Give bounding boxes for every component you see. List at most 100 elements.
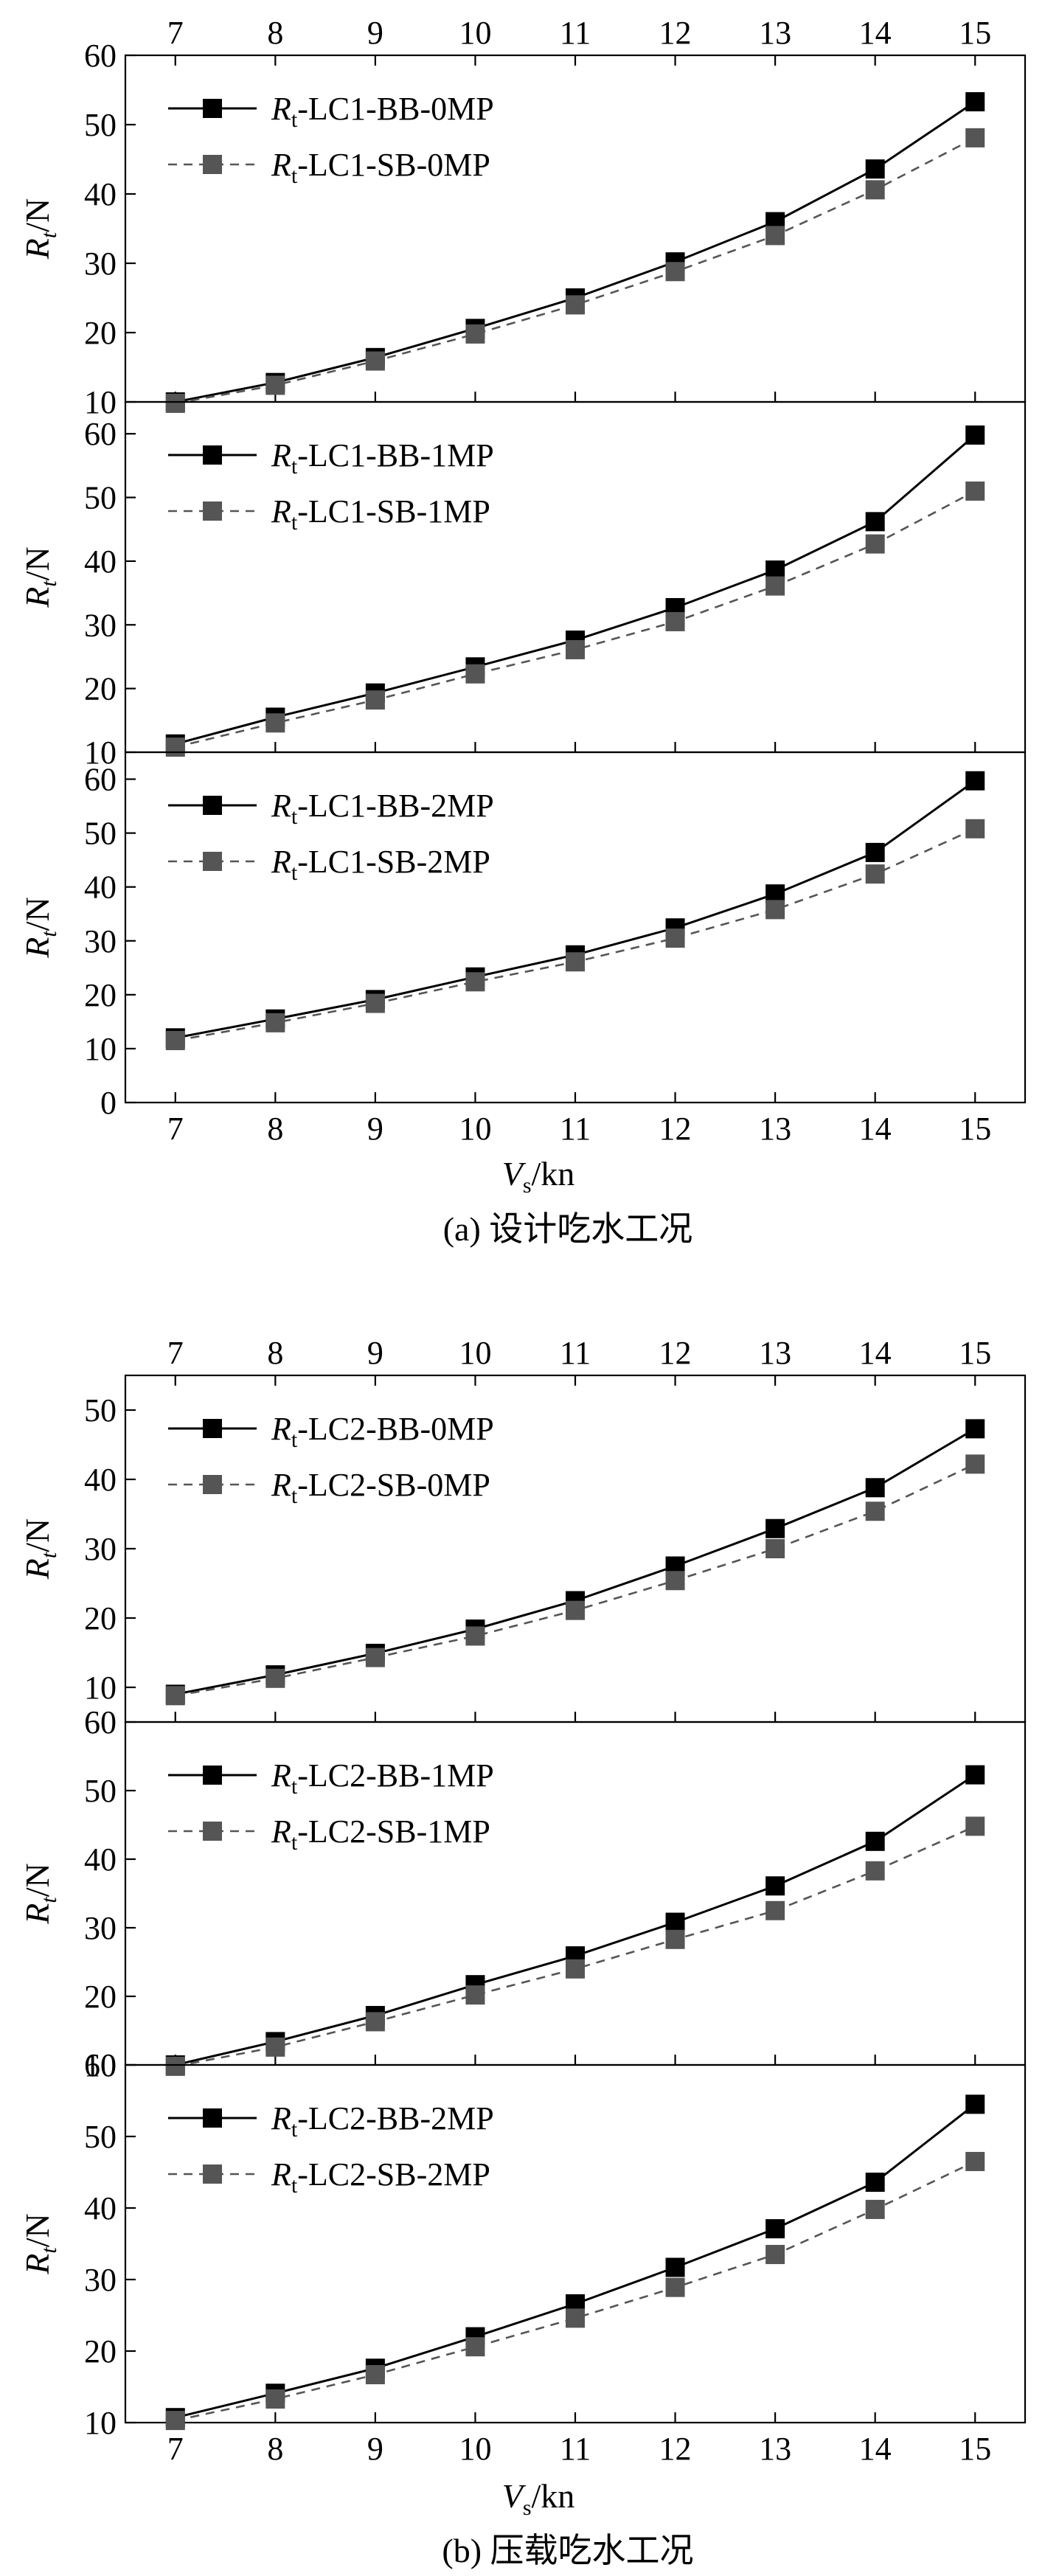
x-tick-label-b3: 13 [759,2431,791,2467]
data-point-sb-b1 [965,1454,985,1474]
x-tick-label-top-b1: 13 [759,1335,791,1371]
data-point-bb-b2 [665,1912,685,1932]
data-point-sb-a1 [365,351,385,371]
x-tick-label-a3: 7 [167,1111,184,1147]
data-point-sb-a1 [566,295,585,315]
x-tick-label-top-b1: 9 [367,1335,383,1371]
plot-frame-a2 [124,400,1027,754]
legend-marker-bb-a1 [203,99,222,118]
plot-frame-b1 [124,1374,1027,1723]
legend-marker-bb-b2 [203,1766,222,1785]
data-point-sb-b3 [665,2277,685,2297]
plot-frame-a1 [124,54,1027,403]
x-tick-label-a3: 15 [959,1111,991,1147]
data-point-sb-b2 [765,1900,785,1920]
x-tick-label-b3: 8 [267,2431,283,2467]
x-tick-label-b3: 14 [859,2431,892,2467]
y-tick-label-a1: 30 [84,246,117,282]
data-point-sb-a1 [765,226,785,246]
data-point-sb-a2 [265,713,285,733]
x-tick-label-top-b1: 7 [167,1335,184,1371]
x-tick-label-top-a1: 11 [560,15,591,51]
x-tick-label-b3: 7 [167,2431,184,2467]
data-point-bb-a1 [965,91,985,111]
x-tick-label-b3: 15 [959,2431,991,2467]
data-point-sb-b2 [865,1861,885,1881]
data-point-sb-a3 [365,993,385,1013]
data-point-sb-a2 [665,611,685,631]
data-point-sb-b1 [865,1501,885,1521]
data-point-sb-b3 [365,2365,385,2385]
y-tick-label-a2: 20 [84,671,117,707]
x-tick-label-a3: 12 [659,1111,692,1147]
data-point-sb-b1 [566,1600,585,1620]
legend-marker-sb-b1 [203,1475,222,1494]
data-point-sb-b2 [265,2037,285,2057]
x-tick-label-a3: 10 [459,1111,491,1147]
data-point-sb-b2 [165,2056,185,2076]
y-tick-label-b2: 30 [84,1910,117,1946]
y-tick-label-a3: 60 [84,762,117,798]
data-point-sb-a1 [865,180,885,200]
data-point-bb-b3 [865,2173,885,2193]
y-tick-label-a3: 40 [84,869,117,906]
legend-label-bb-b2: Rt-LC2-BB-1MP [271,1757,494,1799]
data-point-bb-b2 [865,1831,885,1851]
y-tick-label-b3: 40 [84,2190,117,2226]
y-tick-label-a2: 50 [84,480,117,516]
data-point-sb-b1 [465,1626,485,1646]
y-tick-label-b3: 50 [84,2119,117,2155]
data-point-sb-a1 [665,262,685,282]
x-tick-label-top-a1: 13 [759,15,791,51]
data-point-bb-a3 [965,771,985,791]
x-tick-label-b3: 11 [560,2431,591,2467]
x-tick-label-a3: 9 [367,1111,383,1147]
y-tick-label-a3: 20 [84,977,117,1013]
data-point-bb-a2 [965,425,985,445]
y-tick-label-a3: 10 [84,1031,117,1067]
x-tick-label-top-b1: 12 [659,1335,692,1371]
data-point-bb-b2 [965,1765,985,1785]
data-point-bb-b1 [865,1478,885,1498]
data-point-sb-a2 [566,639,585,659]
plot-frame-b3 [124,2063,1027,2424]
legend-label-bb-a1: Rt-LC1-BB-0MP [271,91,494,132]
x-tick-label-top-a1: 10 [459,15,491,51]
x-tick-label-top-a1: 14 [859,15,892,51]
data-point-bb-b3 [665,2257,685,2277]
data-point-sb-a1 [165,393,185,413]
data-point-sb-a3 [465,972,485,992]
legend-label-bb-a2: Rt-LC1-BB-1MP [271,437,494,479]
data-point-sb-a3 [566,952,585,972]
x-axis-label-b: Vs/kn [502,2477,575,2520]
legend-marker-bb-b3 [203,2108,222,2128]
caption-b: (b) 压载吃水工况 [442,2532,693,2569]
x-tick-label-top-a1: 15 [959,15,991,51]
y-tick-label-b1: 10 [84,1670,117,1706]
legend-label-sb-b2: Rt-LC2-SB-1MP [271,1813,490,1855]
y-tick-label-a2: 10 [84,735,117,771]
legend-marker-bb-a3 [203,796,222,815]
y-axis-label-b1: Rt/N [18,1518,61,1580]
y-tick-label-b1: 30 [84,1531,117,1567]
data-point-sb-b2 [566,1959,585,1979]
data-point-bb-b1 [765,1518,785,1538]
data-point-sb-b2 [365,2012,385,2032]
data-point-sb-a2 [965,481,985,501]
y-tick-label-b3: 60 [84,2047,117,2083]
y-tick-label-a1: 20 [84,315,117,351]
x-tick-label-top-a1: 7 [167,15,184,51]
legend-marker-sb-a3 [203,852,222,871]
data-point-sb-b3 [265,2389,285,2409]
data-point-bb-a1 [865,159,885,179]
plot-frame-a3 [124,751,1027,1104]
x-tick-label-a3: 13 [759,1111,791,1147]
legend-label-bb-b1: Rt-LC2-BB-0MP [271,1411,494,1452]
data-point-sb-b3 [865,2199,885,2219]
caption-a: (a) 设计吃水工况 [443,1210,693,1248]
legend-label-sb-a1: Rt-LC1-SB-0MP [271,147,490,188]
data-point-bb-b2 [765,1876,785,1896]
y-tick-label-b2: 60 [84,1704,117,1740]
x-tick-label-top-a1: 8 [267,15,283,51]
